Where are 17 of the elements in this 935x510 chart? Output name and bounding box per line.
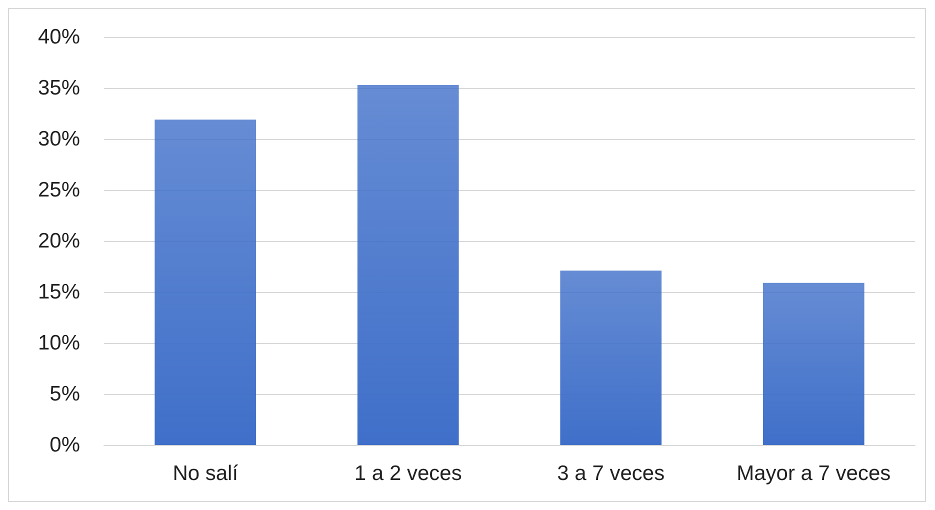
y-tick-label: 35% [38, 76, 80, 100]
x-tick-label: No salí [172, 462, 238, 485]
bar [154, 120, 256, 445]
x-tick-label: Mayor a 7 veces [736, 462, 891, 485]
y-tick-label: 40% [38, 26, 80, 48]
x-tick-label: 1 a 2 veces [354, 462, 462, 485]
y-tick-label: 25% [38, 178, 80, 202]
y-tick-label: 20% [38, 230, 80, 252]
y-tick-label: 0% [50, 434, 80, 456]
bar [357, 84, 459, 445]
bar [560, 270, 662, 445]
y-tick-label: 30% [38, 128, 80, 150]
bar [762, 282, 864, 445]
y-tick-label: 10% [38, 332, 80, 354]
y-tick-label: 15% [38, 280, 80, 304]
y-tick-label: 5% [50, 382, 80, 406]
x-tick-label: 3 a 7 veces [557, 462, 665, 485]
